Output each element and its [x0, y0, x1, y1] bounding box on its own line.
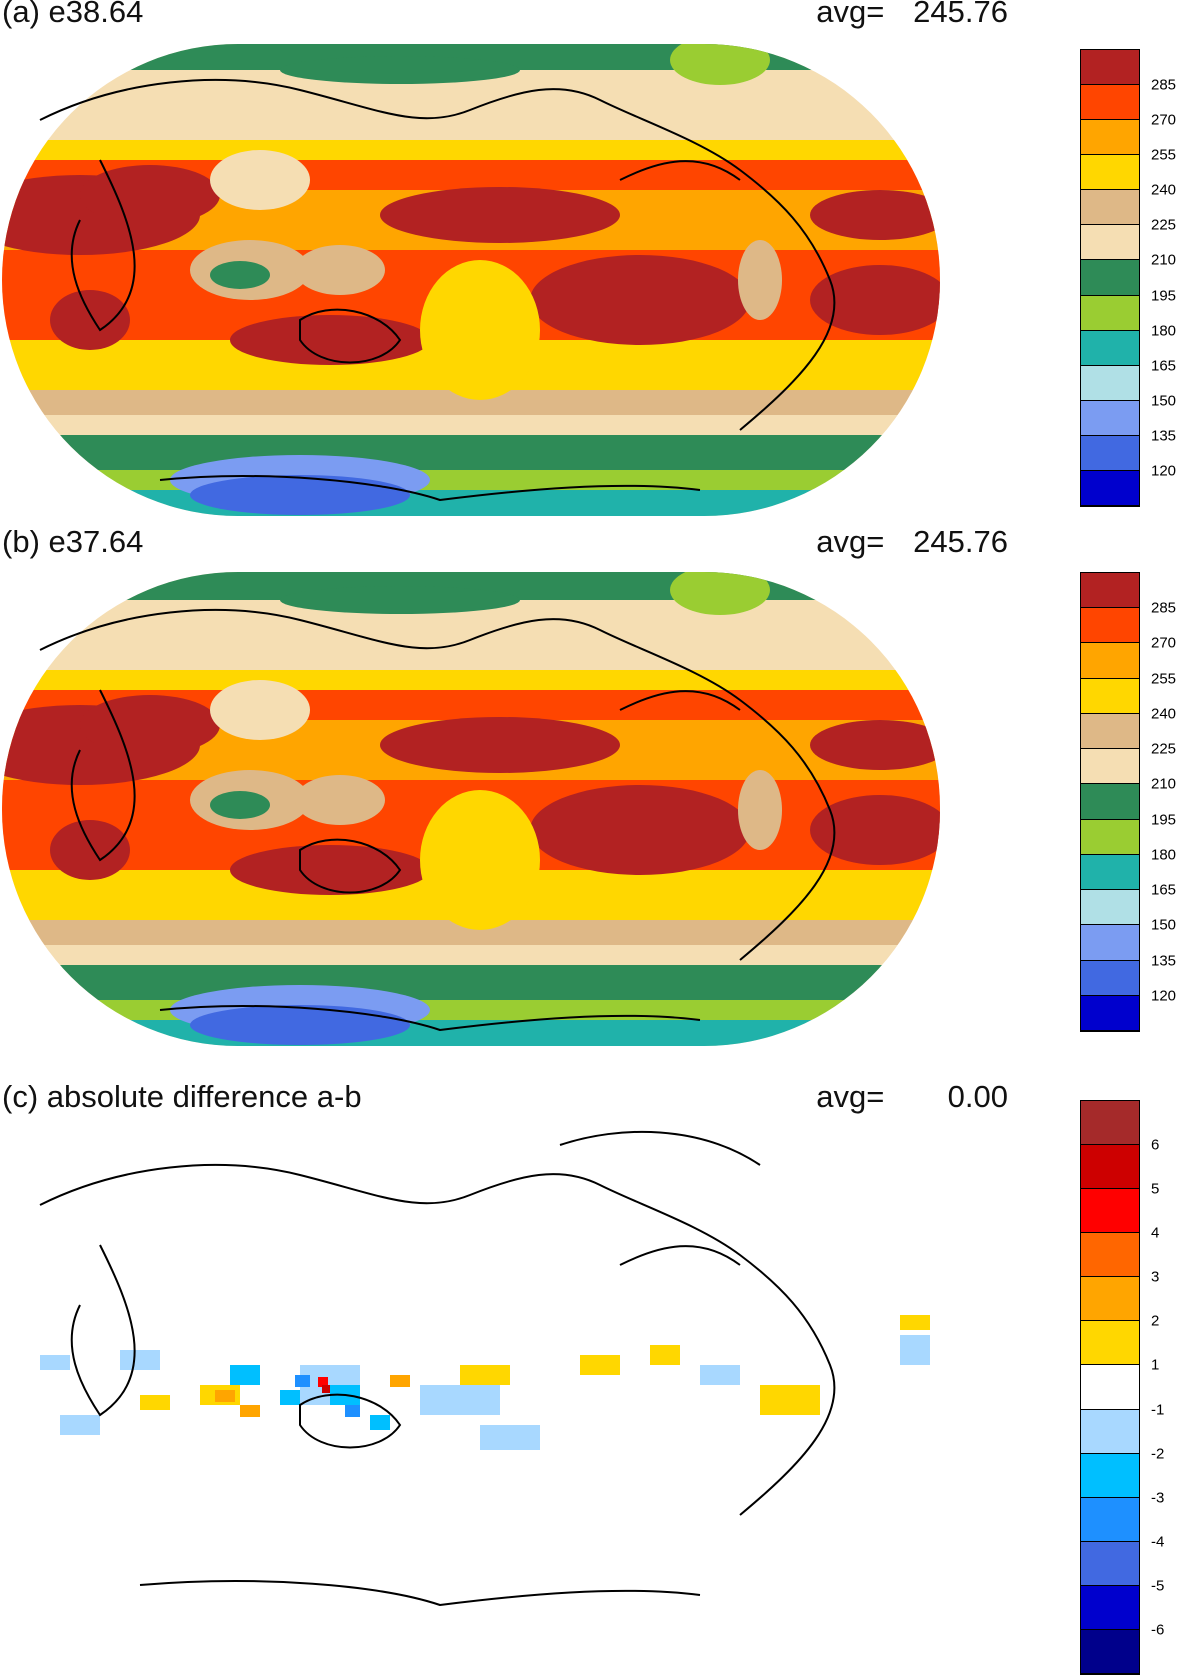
colorbar-box: [1081, 819, 1139, 855]
colorbar-label: 195: [1151, 811, 1177, 829]
colorbar-label: 240: [1151, 705, 1177, 723]
colorbar-box: [1081, 1497, 1139, 1542]
colorbar-label: 255: [1151, 146, 1177, 164]
colorbar-label: 285: [1151, 599, 1177, 617]
colorbar-label: 135: [1151, 427, 1177, 445]
colorbar-label: 5: [1151, 1180, 1160, 1198]
colorbar-box: [1081, 1365, 1139, 1410]
panel-b: (b) e37.64 avg= 245.76: [0, 524, 1188, 1050]
panel-a: (a) e38.64 avg= 245.76: [0, 0, 1188, 520]
colorbar-box: [1081, 1189, 1139, 1234]
colorbar-label: -3: [1151, 1489, 1165, 1507]
colorbar-label: 165: [1151, 881, 1177, 899]
colorbar-box: [1081, 854, 1139, 891]
colorbar-box: [1081, 1321, 1139, 1366]
colorbar-box: [1081, 1585, 1139, 1630]
colorbar-label: 195: [1151, 287, 1177, 305]
colorbar-box: [1081, 749, 1139, 785]
colorbar-label: 240: [1151, 181, 1177, 199]
colorbar-box: [1081, 713, 1139, 750]
colorbar-box: [1081, 1453, 1139, 1498]
avg-label: avg=: [816, 524, 885, 559]
panel-average: avg= 245.76: [816, 0, 1008, 30]
colorbar-box: [1081, 190, 1139, 226]
colorbar-box: [1081, 608, 1139, 644]
colorbar-label: 180: [1151, 846, 1177, 864]
colorbar-label: -2: [1151, 1445, 1165, 1463]
colorbar-label: 210: [1151, 251, 1177, 269]
colorbar-label: 1: [1151, 1356, 1160, 1374]
colorbar-label: -5: [1151, 1577, 1165, 1595]
colorbar-b: 285 270 255 240 225 210 195 180 165 150 135 120: [1080, 572, 1176, 1032]
panel-title: (a) e38.64: [2, 0, 144, 29]
colorbar-label: 150: [1151, 392, 1177, 410]
colorbar-box: [1081, 1541, 1139, 1586]
colorbar-label: -1: [1151, 1401, 1165, 1419]
colorbar-box: [1081, 1233, 1139, 1278]
colorbar-box: [1081, 295, 1139, 331]
avg-value: 245.76: [913, 0, 1008, 29]
colorbar-box: [1081, 1145, 1139, 1190]
colorbar-label: 180: [1151, 322, 1177, 340]
panel-average: avg= 0.00: [816, 1079, 1008, 1115]
colorbar-box: [1081, 1409, 1139, 1454]
colorbar-box: [1081, 995, 1139, 1031]
colorbar-box: [1081, 784, 1139, 820]
colorbar-box: [1081, 890, 1139, 926]
map-a: [2, 44, 940, 516]
colorbar-label: 270: [1151, 111, 1177, 129]
colorbar-box: [1081, 1629, 1139, 1674]
panel-c: (c) absolute difference a-b avg= 0.00: [0, 1079, 1188, 1677]
avg-label: avg=: [816, 0, 885, 29]
panel-title: (c) absolute difference a-b: [2, 1079, 362, 1114]
colorbar-label: 3: [1151, 1268, 1160, 1286]
colorbar-box: [1081, 50, 1139, 86]
colorbar-label: 270: [1151, 634, 1177, 652]
colorbar-box: [1081, 120, 1139, 156]
colorbar-box: [1081, 260, 1139, 296]
colorbar-label: 120: [1151, 987, 1177, 1005]
colorbar-label: 225: [1151, 740, 1177, 758]
panel-average: avg= 245.76: [816, 524, 1008, 560]
colorbar-box: [1081, 365, 1139, 401]
colorbar-label: 6: [1151, 1136, 1160, 1154]
colorbar-label: 2: [1151, 1312, 1160, 1330]
avg-value: 0.00: [947, 1079, 1008, 1114]
colorbar-label: 120: [1151, 462, 1177, 480]
avg-value: 245.76: [913, 524, 1008, 559]
colorbar-c: 6 5 4 3 2 1 -1 -2 -3 -4 -5 -6: [1080, 1100, 1164, 1675]
colorbar-box: [1081, 435, 1139, 471]
colorbar-box: [1081, 470, 1139, 506]
map-b: [2, 572, 940, 1046]
colorbar-label: -6: [1151, 1621, 1165, 1639]
colorbar-label: 255: [1151, 670, 1177, 688]
panel-title: (b) e37.64: [2, 524, 144, 559]
colorbar-box: [1081, 960, 1139, 996]
colorbar-box: [1081, 1277, 1139, 1322]
colorbar-box: [1081, 573, 1139, 609]
colorbar-box: [1081, 678, 1139, 714]
colorbar-label: 165: [1151, 357, 1177, 375]
colorbar-label: 135: [1151, 952, 1177, 970]
colorbar-box: [1081, 85, 1139, 121]
colorbar-box: [1081, 330, 1139, 366]
colorbar-label: 150: [1151, 916, 1177, 934]
colorbar-box: [1081, 1101, 1139, 1146]
colorbar-label: 285: [1151, 76, 1177, 94]
colorbar-box: [1081, 643, 1139, 679]
colorbar-box: [1081, 155, 1139, 191]
colorbar-a: 285 270 255 240 225 210 195 180 165 150 135 120: [1080, 49, 1176, 507]
colorbar-box: [1081, 925, 1139, 961]
colorbar-label: 4: [1151, 1224, 1160, 1242]
colorbar-label: 225: [1151, 216, 1177, 234]
colorbar-label: 210: [1151, 775, 1177, 793]
colorbar-label: -4: [1151, 1533, 1165, 1551]
map-c: [39, 1130, 930, 1607]
colorbar-box: [1081, 400, 1139, 436]
avg-label: avg=: [816, 1079, 885, 1114]
colorbar-box: [1081, 225, 1139, 261]
